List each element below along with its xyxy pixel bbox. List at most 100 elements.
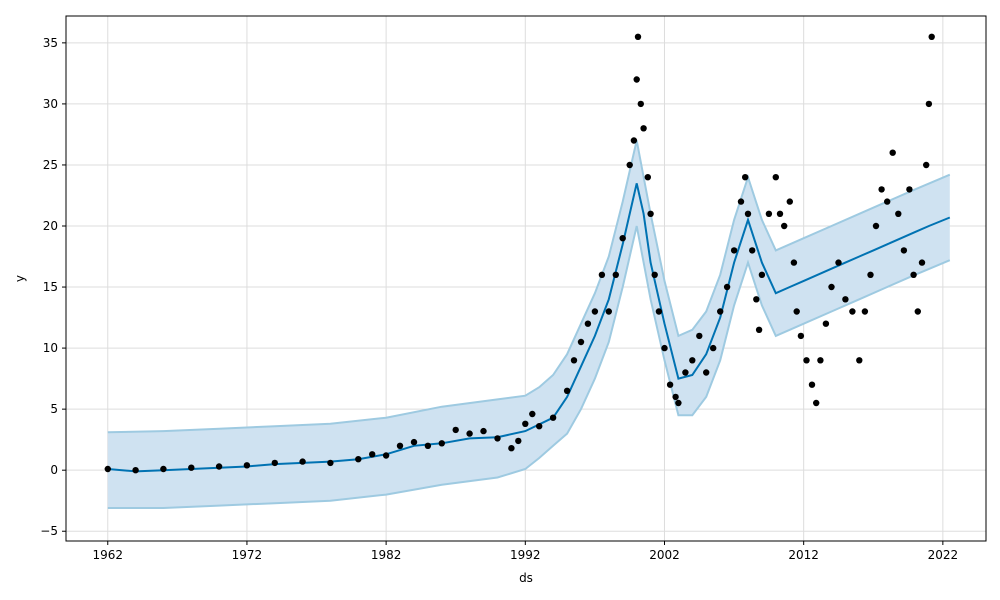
observed-point [612,271,619,278]
observed-point [765,210,773,217]
observed-point [480,427,487,435]
observed-point [160,465,167,473]
y-axis-label: y [13,275,27,282]
x-axis-ticks: 1962 1972 1982 1992 2002 2012 2022 [92,541,958,562]
observed-point [605,308,612,315]
observed-point [817,357,824,364]
observed-point [872,222,880,230]
observed-point [655,308,663,315]
x-tick-label: 2002 [649,548,680,562]
observed-point [626,161,633,169]
y-tick-label: 30 [43,97,58,111]
y-axis-ticks: −5 0 5 10 15 20 25 30 35 [40,36,66,538]
observed-point [647,210,654,217]
observed-point [570,357,578,364]
observed-point [536,423,543,430]
interval-area [107,140,950,508]
observed-point [790,259,798,266]
observed-point [878,186,885,193]
observed-point [723,283,731,291]
observed-point [563,387,571,394]
observed-point [744,210,752,217]
observed-point [672,393,679,401]
y-tick-label: 10 [43,341,58,355]
observed-point [923,161,930,169]
observed-point [742,174,749,181]
observed-point [842,296,849,303]
observed-point [396,442,404,449]
y-tick-label: 25 [43,158,58,172]
observed-point [828,283,835,291]
observed-point [515,437,522,445]
y-tick-label: 20 [43,219,58,233]
observed-point [452,426,459,434]
observed-point [382,452,390,459]
observed-point [906,186,913,193]
observed-point [786,198,793,205]
observed-point [703,369,710,376]
observed-point [808,381,816,388]
observed-point [637,100,644,108]
observed-point [925,100,933,108]
interval-lower-line [107,225,951,509]
observed-point [355,456,362,463]
observed-point [822,320,830,327]
observed-point [661,344,668,352]
observed-point [755,326,763,333]
observed-point [644,174,651,181]
observed-point [549,414,557,421]
y-tick-label: 5 [50,402,58,416]
observed-point [803,357,810,364]
observed-point [813,399,820,407]
observed-point [188,464,195,471]
observed-point [884,198,891,205]
observed-point [666,381,674,388]
x-tick-label: 2022 [928,548,959,562]
x-tick-label: 1962 [92,548,123,562]
observed-point [889,149,896,156]
observed-point [675,399,682,407]
x-axis-label: ds [519,571,533,585]
observed-point [758,271,766,278]
observed-point [633,76,640,83]
observed-point [640,125,647,132]
observed-point [494,435,501,442]
observed-point [651,271,658,278]
observed-point [634,33,642,40]
observed-point [737,198,745,205]
observed-point [849,308,856,315]
x-tick-label: 1982 [371,548,402,562]
y-tick-label: 15 [43,280,58,294]
observed-point [243,462,251,469]
observed-point [508,445,515,452]
observed-point [696,332,703,340]
observed-point [410,438,418,446]
observed-point [900,247,908,254]
observed-point [215,463,223,470]
observed-point [861,308,869,315]
observed-point [522,420,529,427]
observed-point [867,271,874,278]
observed-point [577,338,585,346]
observed-point [682,369,689,376]
observed-point [630,137,638,144]
observed-point [895,210,902,217]
observed-point [749,247,756,254]
observed-point [797,332,805,340]
observed-point [104,465,112,473]
y-tick-label: 0 [50,463,58,477]
observed-point [369,451,376,458]
observed-point [772,174,779,181]
observed-point [856,357,863,364]
observed-point [619,235,626,242]
observed-point [327,459,334,467]
observed-point [591,308,599,315]
x-tick-label: 1972 [232,548,263,562]
observed-points [104,33,935,474]
observed-point [781,222,788,230]
observed-point [914,308,921,315]
observed-point [466,430,473,437]
observed-point [835,259,842,266]
observed-point [918,259,926,266]
